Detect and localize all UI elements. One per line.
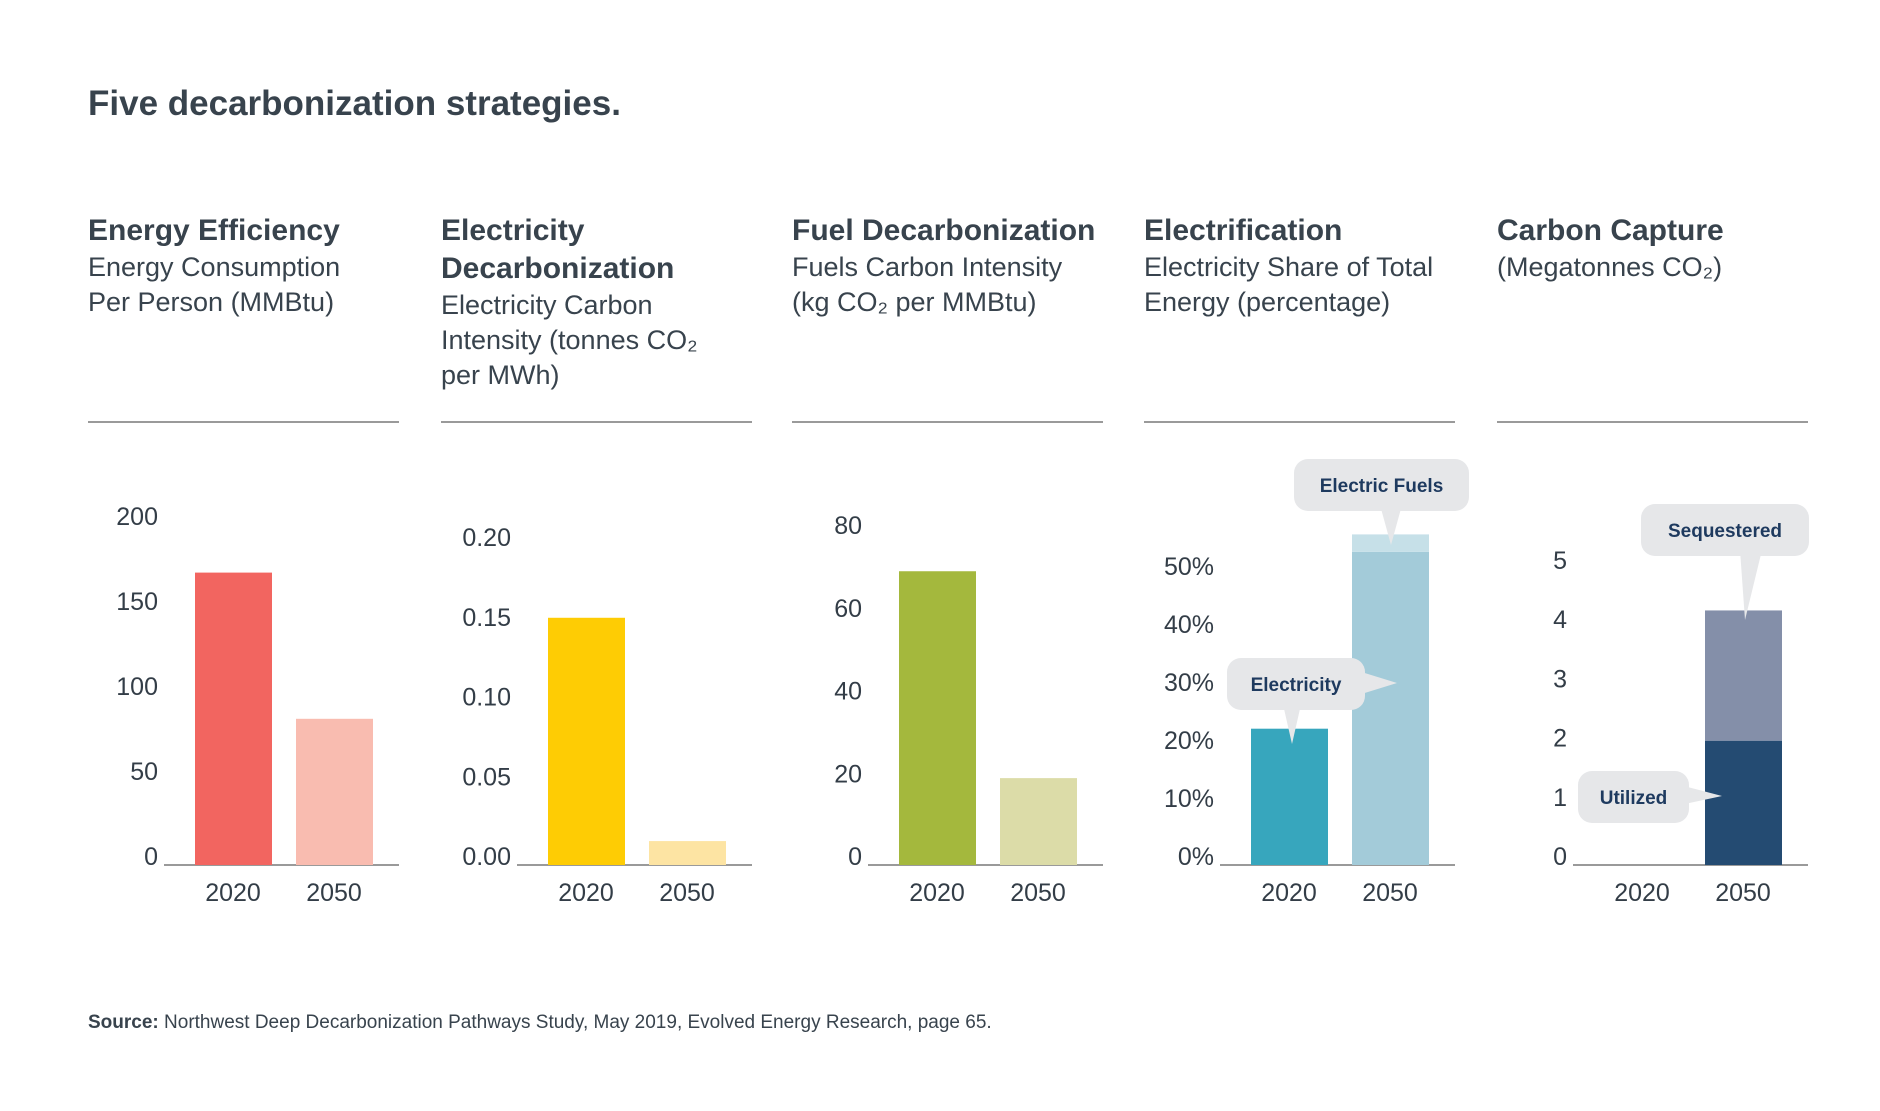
x-tick-label: 2050 [1362, 879, 1418, 907]
y-tick-label: 5 [1553, 547, 1567, 575]
subtitle-line: Per Person (MMBtu) [88, 287, 335, 317]
y-tick-label: 0.20 [462, 524, 511, 552]
callout-electric-fuels [1294, 459, 1469, 511]
y-tick-label: 30% [1164, 669, 1214, 697]
chart-subtitle: Electricity Carbon Intensity (tonnes CO₂ p… [441, 288, 752, 393]
x-tick-label: 2050 [306, 879, 362, 907]
chart-header-2: Electricity Decarbonization Electricity C… [441, 212, 752, 393]
y-tick-label: 2 [1553, 725, 1567, 753]
y-tick-label: 40% [1164, 611, 1214, 639]
page-title: Five decarbonization strategies. [88, 84, 621, 123]
x-tick-label: 2020 [1614, 879, 1670, 907]
y-tick-label: 40 [834, 678, 862, 706]
callout-sequestered-pointer [1740, 550, 1762, 620]
subtitle-line: per MWh) [441, 360, 560, 390]
y-tick-label: 200 [116, 503, 158, 531]
x-tick-label: 2050 [1010, 879, 1066, 907]
chart-header-5: Carbon Capture (Megatonnes CO₂) [1497, 212, 1808, 285]
bar-2050 [1000, 778, 1077, 865]
x-tick-label: 2020 [909, 879, 965, 907]
chart-title: Carbon Capture [1497, 214, 1724, 247]
chart-subtitle: Electricity Share of Total Energy (percen… [1144, 250, 1455, 320]
x-tick-label: 2050 [659, 879, 715, 907]
y-tick-label: 10% [1164, 785, 1214, 813]
y-tick-label: 0 [848, 843, 862, 871]
callout-utilized-pointer [1680, 785, 1722, 805]
x-tick-label: 2020 [558, 879, 614, 907]
callout-electricity-pointer [1282, 670, 1397, 744]
x-tick-label: 2020 [205, 879, 261, 907]
callout-electric-fuels-text: Electric Fuels [1320, 476, 1444, 497]
header-divider [88, 421, 399, 423]
chart-title: Fuel Decarbonization [792, 214, 1096, 247]
source-note: Source: Northwest Deep Decarbonization P… [88, 1012, 992, 1034]
y-tick-label: 100 [116, 673, 158, 701]
y-tick-label: 0.00 [462, 843, 511, 871]
callout-utilized-text: Utilized [1600, 788, 1668, 809]
bar-2050 [296, 718, 373, 865]
y-tick-label: 1 [1553, 784, 1567, 812]
chart-subtitle: Energy Consumption Per Person (MMBtu) [88, 250, 399, 320]
chart-header-4: Electrification Electricity Share of Tota… [1144, 212, 1455, 320]
y-tick-label: 3 [1553, 665, 1567, 693]
callout-electric-fuels-pointer [1380, 505, 1402, 545]
bar-2020 [195, 572, 272, 865]
callout-electricity-text: Electricity [1251, 675, 1342, 696]
y-tick-label: 0% [1178, 843, 1214, 871]
y-tick-label: 50% [1164, 553, 1214, 581]
subtitle-line: Electricity Carbon [441, 290, 653, 320]
subtitle-line: (Megatonnes CO₂) [1497, 252, 1723, 282]
y-tick-label: 50 [130, 758, 158, 786]
callout-sequestered [1641, 504, 1809, 556]
y-tick-label: 0.10 [462, 684, 511, 712]
source-label: Source: [88, 1012, 159, 1033]
y-tick-label: 0.05 [462, 763, 511, 791]
x-tick-label: 2020 [1261, 879, 1317, 907]
y-tick-label: 0 [144, 843, 158, 871]
subtitle-line: Energy (percentage) [1144, 287, 1391, 317]
callout-electricity [1227, 658, 1365, 710]
header-divider [1497, 421, 1808, 423]
chart-subtitle: Fuels Carbon Intensity (kg CO₂ per MMBtu) [792, 250, 1103, 320]
y-tick-label: 0.15 [462, 604, 511, 632]
y-tick-label: 0 [1553, 843, 1567, 871]
header-divider [441, 421, 752, 423]
chart-title: Energy Efficiency [88, 214, 340, 247]
y-tick-label: 80 [834, 512, 862, 540]
header-divider [1144, 421, 1455, 423]
bar-2020 [899, 571, 976, 865]
bar-2050-utilized [1705, 740, 1782, 865]
chart-title: Electricity Decarbonization [441, 214, 675, 285]
subtitle-line: Electricity Share of Total [1144, 252, 1434, 282]
y-tick-label: 60 [834, 595, 862, 623]
subtitle-line: Fuels Carbon Intensity [792, 252, 1063, 282]
chart-header-3: Fuel Decarbonization Fuels Carbon Intensi… [792, 212, 1103, 320]
x-tick-label: 2050 [1715, 879, 1771, 907]
subtitle-line: Intensity (tonnes CO₂ [441, 325, 698, 355]
y-tick-label: 20 [834, 760, 862, 788]
header-divider [792, 421, 1103, 423]
y-tick-label: 4 [1553, 606, 1567, 634]
bar-2020-electricity [1251, 728, 1328, 865]
y-tick-label: 150 [116, 588, 158, 616]
chart-subtitle: (Megatonnes CO₂) [1497, 250, 1808, 285]
subtitle-line: Energy Consumption [88, 252, 341, 282]
chart-title: Electrification [1144, 214, 1343, 247]
subtitle-line: (kg CO₂ per MMBtu) [792, 287, 1037, 317]
bar-2020 [548, 617, 625, 865]
bar-2050-electricity [1352, 551, 1429, 865]
bar-2050 [649, 841, 726, 865]
source-text: Northwest Deep Decarbonization Pathways … [158, 1012, 992, 1033]
bar-2050-sequestered [1705, 610, 1782, 741]
callout-utilized [1578, 771, 1689, 823]
chart-header-1: Energy Efficiency Energy Consumption Per P… [88, 212, 399, 320]
y-tick-label: 20% [1164, 727, 1214, 755]
callout-sequestered-text: Sequestered [1668, 521, 1782, 542]
